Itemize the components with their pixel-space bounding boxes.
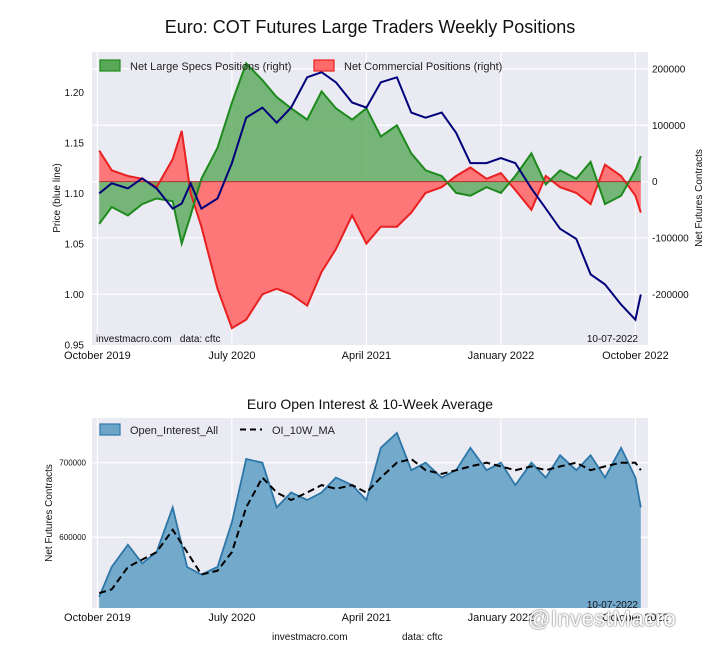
top-left-tick-4: 1.15 — [65, 138, 85, 149]
legend-swatch-comm — [313, 59, 335, 72]
top-left-ylabel: Price (blue line) — [52, 163, 63, 232]
top-x-tick-3: January 2022 — [468, 350, 535, 362]
oi-line — [98, 431, 642, 598]
top-left-tick-5: 1.20 — [65, 88, 85, 99]
top-legend: Net Large Specs Positions (right) Net Co… — [99, 59, 502, 73]
comm-line — [98, 130, 642, 330]
top-left-tick-2: 1.05 — [65, 239, 85, 250]
bottom-y-tick-1: 700000 — [59, 459, 86, 468]
top-x-tick-2: April 2021 — [342, 350, 392, 362]
bottom-legend: Open_Interest_All OI_10W_MA — [99, 423, 336, 437]
top-x-tick-1: July 2020 — [208, 350, 255, 362]
bottom-area — [98, 431, 642, 608]
top-right-tick-2: 0 — [652, 177, 658, 188]
top-right-tick-1: -100000 — [652, 233, 689, 244]
top-right-tick-3: 100000 — [652, 121, 686, 132]
bottom-chart-title: Euro Open Interest & 10-Week Average — [247, 396, 493, 412]
bottom-x-tick-2: April 2021 — [342, 612, 392, 624]
bottom-date-label: 10-07-2022 — [587, 600, 639, 611]
top-axis-ticks: 0.95 1.00 1.05 1.10 1.15 1.20 -200000 -100000 0 1… — [64, 64, 689, 362]
top-price-line — [98, 71, 642, 322]
top-chart-title: Euro: COT Futures Large Traders Weekly P… — [165, 17, 576, 37]
top-x-tick-4: October 2022 — [602, 350, 669, 362]
top-date-label: 10-07-2022 — [587, 334, 639, 345]
top-source-text: investmacro.com data: cftc — [96, 334, 221, 345]
bottom-x-tick-0: October 2019 — [64, 612, 131, 624]
specs-area — [99, 63, 641, 244]
top-right-tick-4: 200000 — [652, 64, 686, 75]
legend-label-comm: Net Commercial Positions (right) — [344, 61, 502, 73]
legend-swatch-specs — [99, 59, 121, 72]
price-line — [98, 71, 642, 322]
legend-label-specs: Net Large Specs Positions (right) — [130, 61, 291, 73]
watermark: @InvestMacro — [528, 606, 677, 631]
bottom-ylabel: Net Futures Contracts — [44, 464, 55, 562]
legend-label-oi: Open_Interest_All — [130, 425, 218, 437]
top-x-tick-0: October 2019 — [64, 350, 131, 362]
top-right-ylabel: Net Futures Contracts — [694, 149, 705, 247]
comm-area — [99, 130, 641, 329]
bottom-x-tick-4: October 2022 — [602, 612, 669, 624]
bottom-y-tick-0: 600000 — [59, 533, 86, 542]
footer-data: data: cftc — [402, 632, 443, 643]
bottom-axis-ticks: 600000 700000 October 2019 July 2020 April 2… — [59, 459, 668, 624]
legend-label-ma: OI_10W_MA — [272, 425, 336, 437]
legend-swatch-oi — [99, 423, 121, 436]
top-left-tick-1: 1.00 — [65, 290, 85, 301]
bottom-x-tick-1: July 2020 — [208, 612, 255, 624]
top-right-tick-0: -200000 — [652, 290, 689, 301]
top-left-tick-3: 1.10 — [65, 189, 85, 200]
oi-area — [99, 432, 641, 608]
bottom-x-tick-3: January 2022 — [468, 612, 535, 624]
footer-site: investmacro.com — [272, 632, 348, 643]
top-left-tick-0: 0.95 — [65, 341, 85, 352]
